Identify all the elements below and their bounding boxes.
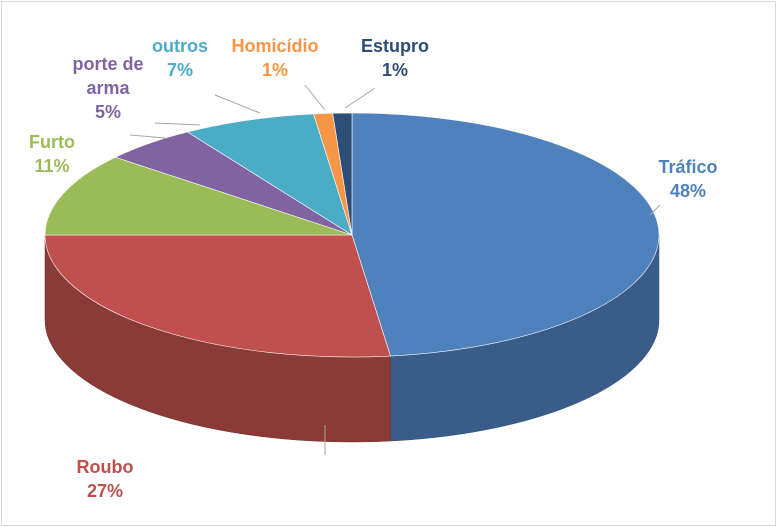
value-label: 1%	[261, 60, 288, 80]
category-label: Homicídio	[231, 36, 319, 56]
data-label: Roubo 27%	[65, 455, 145, 503]
slice	[332, 112, 353, 236]
slice	[351, 112, 660, 357]
data-label: Homicídio 1%	[220, 34, 330, 82]
leader-line	[344, 87, 376, 109]
category-label: Estupro	[360, 36, 429, 56]
value-label: 48%	[669, 181, 707, 201]
leader-line	[649, 204, 661, 216]
value-label: 1%	[381, 60, 408, 80]
category-label: Furto	[29, 132, 75, 152]
slice	[44, 156, 353, 236]
data-label: Tráfico 48%	[643, 155, 733, 203]
data-label: Estupro 1%	[350, 34, 440, 82]
leader-line	[214, 94, 261, 114]
category-label: porte de arma	[72, 54, 144, 98]
leader-line	[304, 84, 326, 111]
leader-line	[154, 122, 201, 126]
data-label: porte de arma 5%	[58, 52, 158, 124]
slice	[44, 234, 391, 358]
data-label: Furto 11%	[12, 130, 92, 178]
category-label: Tráfico	[658, 157, 718, 177]
value-label: 11%	[34, 156, 70, 176]
category-label: outros	[152, 36, 208, 56]
value-label: 7%	[166, 60, 193, 80]
leader-line	[129, 134, 166, 139]
value-label: 5%	[94, 102, 121, 122]
value-label: 27%	[86, 481, 124, 501]
data-label: outros 7%	[140, 34, 220, 82]
slice	[186, 113, 353, 236]
category-label: Roubo	[76, 457, 134, 477]
